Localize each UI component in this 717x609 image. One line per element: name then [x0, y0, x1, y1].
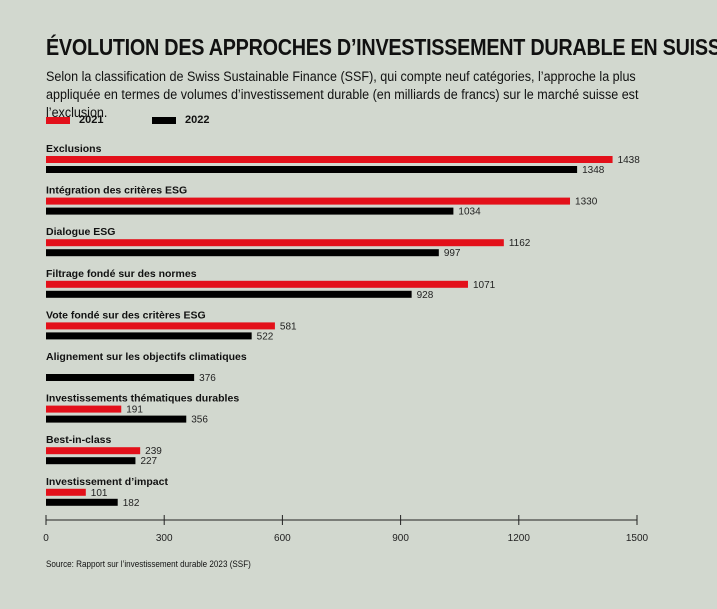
legend-label-2021: 2021 — [79, 114, 104, 126]
bar-2021 — [46, 322, 275, 330]
category-label: Best-in-class — [46, 434, 112, 446]
bar-2021 — [46, 405, 122, 413]
x-tick-label: 300 — [156, 533, 173, 544]
bar-2022 — [46, 332, 252, 340]
legend-swatch-2021 — [46, 116, 70, 124]
x-tick-label: 1500 — [626, 533, 649, 544]
legend-swatch-2022 — [152, 116, 176, 124]
category-label: Vote fondé sur des critères ESG — [46, 309, 206, 321]
value-label-2022: 522 — [257, 331, 274, 342]
bar-2021 — [46, 156, 613, 163]
value-label-2021: 1438 — [618, 155, 641, 166]
value-label-2021: 101 — [91, 488, 108, 499]
legend-label-2022: 2022 — [185, 114, 210, 126]
bar-2021 — [46, 197, 571, 205]
x-tick-label: 900 — [392, 533, 409, 544]
value-label-2021: 1071 — [473, 280, 496, 291]
category-label: Intégration des critères ESG — [46, 185, 187, 197]
bar-2022 — [46, 249, 439, 257]
chart-subtitle: Selon la classification de Swiss Sustain… — [46, 69, 639, 120]
bar-2022 — [46, 374, 195, 381]
source-note: Source: Rapport sur l’investissement dur… — [46, 559, 251, 569]
bar-2022 — [46, 415, 187, 423]
legend-item-2021: 2021 — [46, 114, 103, 126]
bar-2022 — [46, 457, 136, 465]
x-tick-label: 1200 — [508, 533, 531, 544]
value-label-2022: 928 — [417, 290, 434, 301]
category-label: Dialogue ESG — [46, 226, 115, 238]
bar-2021 — [46, 280, 468, 288]
value-label-2022: 227 — [140, 456, 157, 467]
value-label-2021: 191 — [126, 405, 143, 416]
value-label-2021: 1330 — [575, 197, 598, 208]
category-label: Filtrage fondé sur des normes — [46, 268, 197, 280]
category-label: Alignement sur les objectifs climatiques — [46, 351, 247, 363]
bar-2021 — [46, 447, 141, 455]
value-label-2022: 997 — [444, 248, 461, 259]
bar-2021 — [46, 239, 504, 247]
category-label: Investissements thématiques durables — [46, 393, 239, 405]
value-label-2022: 356 — [191, 415, 208, 426]
bar-2022 — [46, 290, 412, 298]
value-label-2021: 239 — [145, 446, 162, 457]
value-label-2022: 1034 — [458, 207, 481, 218]
x-tick-label: 0 — [43, 533, 49, 544]
x-tick-label: 600 — [274, 533, 291, 544]
value-label-2022: 182 — [123, 498, 140, 509]
value-label-2021: 1162 — [509, 238, 531, 249]
value-label-2022: 376 — [199, 373, 216, 384]
bar-2022 — [46, 166, 578, 173]
chart-title: ÉVOLUTION DES APPROCHES D’INVESTISSEMENT… — [46, 34, 717, 60]
bar-2021 — [46, 488, 86, 496]
bar-2022 — [46, 207, 454, 215]
category-label: Investissement d’impact — [46, 476, 168, 488]
bar-2022 — [46, 498, 118, 506]
legend-item-2022: 2022 — [152, 114, 209, 126]
value-label-2021: 581 — [280, 321, 297, 332]
category-label: Exclusions — [46, 143, 102, 155]
value-label-2022: 1348 — [582, 165, 605, 176]
